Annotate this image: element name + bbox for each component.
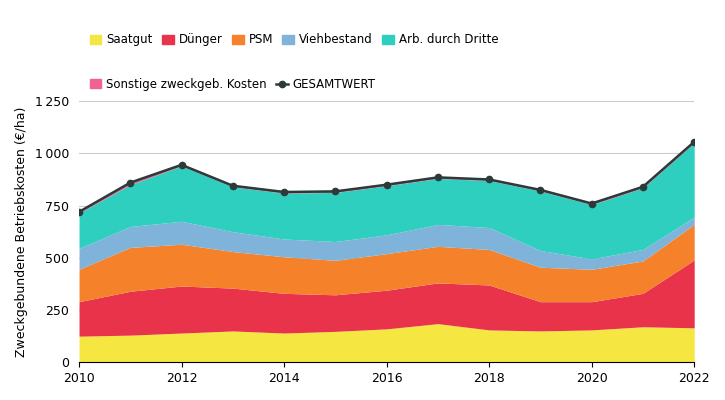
Y-axis label: Zweckgebundene Betriebskosten (€/ha): Zweckgebundene Betriebskosten (€/ha) — [15, 106, 28, 357]
Legend: Sonstige zweckgeb. Kosten, GESAMTWERT: Sonstige zweckgeb. Kosten, GESAMTWERT — [85, 73, 381, 96]
